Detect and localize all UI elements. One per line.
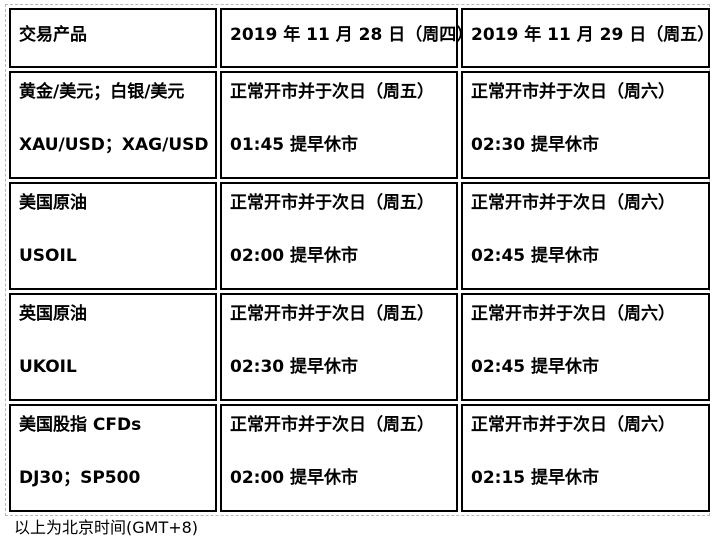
day2-close-time: 02:30 提早休市 (471, 134, 600, 155)
cell-day1: 正常开市并于次日（周五） 02:30 提早休市 (220, 293, 458, 401)
product-name-cn: 美国原油 (19, 193, 87, 213)
day2-close-time: 02:15 提早休市 (471, 467, 600, 488)
header-label-product: 交易产品 (19, 25, 87, 45)
day2-close-time: 02:45 提早休市 (471, 356, 600, 377)
cell-day1: 正常开市并于次日（周五） 02:00 提早休市 (220, 404, 458, 512)
cell-day1: 正常开市并于次日（周五） 02:00 提早休市 (220, 182, 458, 290)
cell-product: 英国原油 UKOIL (9, 293, 217, 401)
table-header-row: 交易产品 2019 年 11 月 28 日（周四） 2019 年 11 月 29… (9, 8, 715, 68)
table-row: 黄金/美元；白银/美元 XAU/USD；XAG/USD 正常开市并于次日（周五）… (9, 71, 710, 179)
trading-hours-table: 交易产品 2019 年 11 月 28 日（周四） 2019 年 11 月 29… (6, 5, 715, 515)
header-cell-product: 交易产品 (9, 8, 217, 68)
header-cell-day2: 2019 年 11 月 29 日（周五） (461, 8, 715, 68)
product-symbol: DJ30；SP500 (19, 467, 141, 488)
day2-status: 正常开市并于次日（周六） (471, 304, 675, 324)
cell-day2: 正常开市并于次日（周六） 02:45 提早休市 (461, 293, 710, 401)
product-name-cn: 英国原油 (19, 304, 87, 324)
day2-close-time: 02:45 提早休市 (471, 245, 600, 266)
day2-status: 正常开市并于次日（周六） (471, 415, 675, 435)
header-label-day1: 2019 年 11 月 28 日（周四） (230, 25, 474, 45)
cell-day2: 正常开市并于次日（周六） 02:30 提早休市 (461, 71, 710, 179)
product-symbol: XAU/USD；XAG/USD (19, 134, 209, 155)
table-row: 美国股指 CFDs DJ30；SP500 正常开市并于次日（周五） 02:00 … (9, 404, 710, 512)
day1-close-time: 02:00 提早休市 (230, 245, 359, 266)
header-label-day2: 2019 年 11 月 29 日（周五） (471, 25, 715, 45)
day1-status: 正常开市并于次日（周五） (230, 415, 434, 435)
day1-status: 正常开市并于次日（周五） (230, 304, 434, 324)
day1-status: 正常开市并于次日（周五） (230, 82, 434, 102)
table-row: 英国原油 UKOIL 正常开市并于次日（周五） 02:30 提早休市 正常开市并… (9, 293, 710, 401)
product-name-cn: 美国股指 CFDs (19, 415, 142, 435)
cell-product: 美国股指 CFDs DJ30；SP500 (9, 404, 217, 512)
day1-close-time: 02:00 提早休市 (230, 467, 359, 488)
header-cell-day1: 2019 年 11 月 28 日（周四） (220, 8, 474, 68)
schedule-table-container: 交易产品 2019 年 11 月 28 日（周四） 2019 年 11 月 29… (5, 4, 715, 516)
product-symbol: USOIL (19, 245, 77, 266)
cell-day1: 正常开市并于次日（周五） 01:45 提早休市 (220, 71, 458, 179)
day2-status: 正常开市并于次日（周六） (471, 82, 675, 102)
product-name-cn: 黄金/美元；白银/美元 (19, 82, 185, 102)
cell-product: 美国原油 USOIL (9, 182, 217, 290)
product-symbol: UKOIL (19, 356, 77, 377)
day1-close-time: 01:45 提早休市 (230, 134, 359, 155)
day1-status: 正常开市并于次日（周五） (230, 193, 434, 213)
table-row: 美国原油 USOIL 正常开市并于次日（周五） 02:00 提早休市 正常开市并… (9, 182, 710, 290)
timezone-footnote: 以上为北京时间(GMT+8) (14, 518, 199, 537)
cell-product: 黄金/美元；白银/美元 XAU/USD；XAG/USD (9, 71, 217, 179)
cell-day2: 正常开市并于次日（周六） 02:15 提早休市 (461, 404, 710, 512)
day1-close-time: 02:30 提早休市 (230, 356, 359, 377)
day2-status: 正常开市并于次日（周六） (471, 193, 675, 213)
cell-day2: 正常开市并于次日（周六） 02:45 提早休市 (461, 182, 710, 290)
